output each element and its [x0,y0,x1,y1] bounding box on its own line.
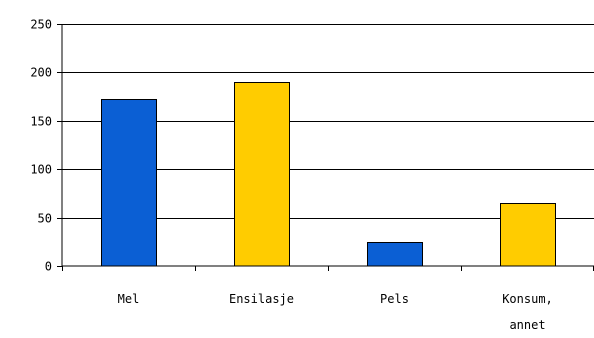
x-category-labels: Mel Ensilasje Pels Konsum, annet [118,292,553,332]
bar-2 [367,242,423,267]
bar-0 [101,99,157,267]
y-tick-label: 200 [30,66,52,80]
bars [101,82,556,267]
category-label-1-0: Ensilasje [229,292,294,306]
x-ticks [62,266,594,271]
category-label-0-0: Mel [118,292,140,306]
y-tick-label: 150 [30,115,52,129]
y-ticks [57,24,62,267]
y-tick-label: 250 [30,18,52,32]
category-label-2-0: Pels [380,292,409,306]
category-label-3-0: Konsum, [502,292,553,306]
y-tick-label: 100 [30,163,52,177]
y-tick-labels: 0 50 100 150 200 250 [30,18,52,274]
bar-1 [234,82,290,267]
y-tick-label: 50 [38,212,52,226]
category-label-3-1: annet [509,318,545,332]
bar-3 [500,203,556,267]
y-tick-label: 0 [45,260,52,274]
